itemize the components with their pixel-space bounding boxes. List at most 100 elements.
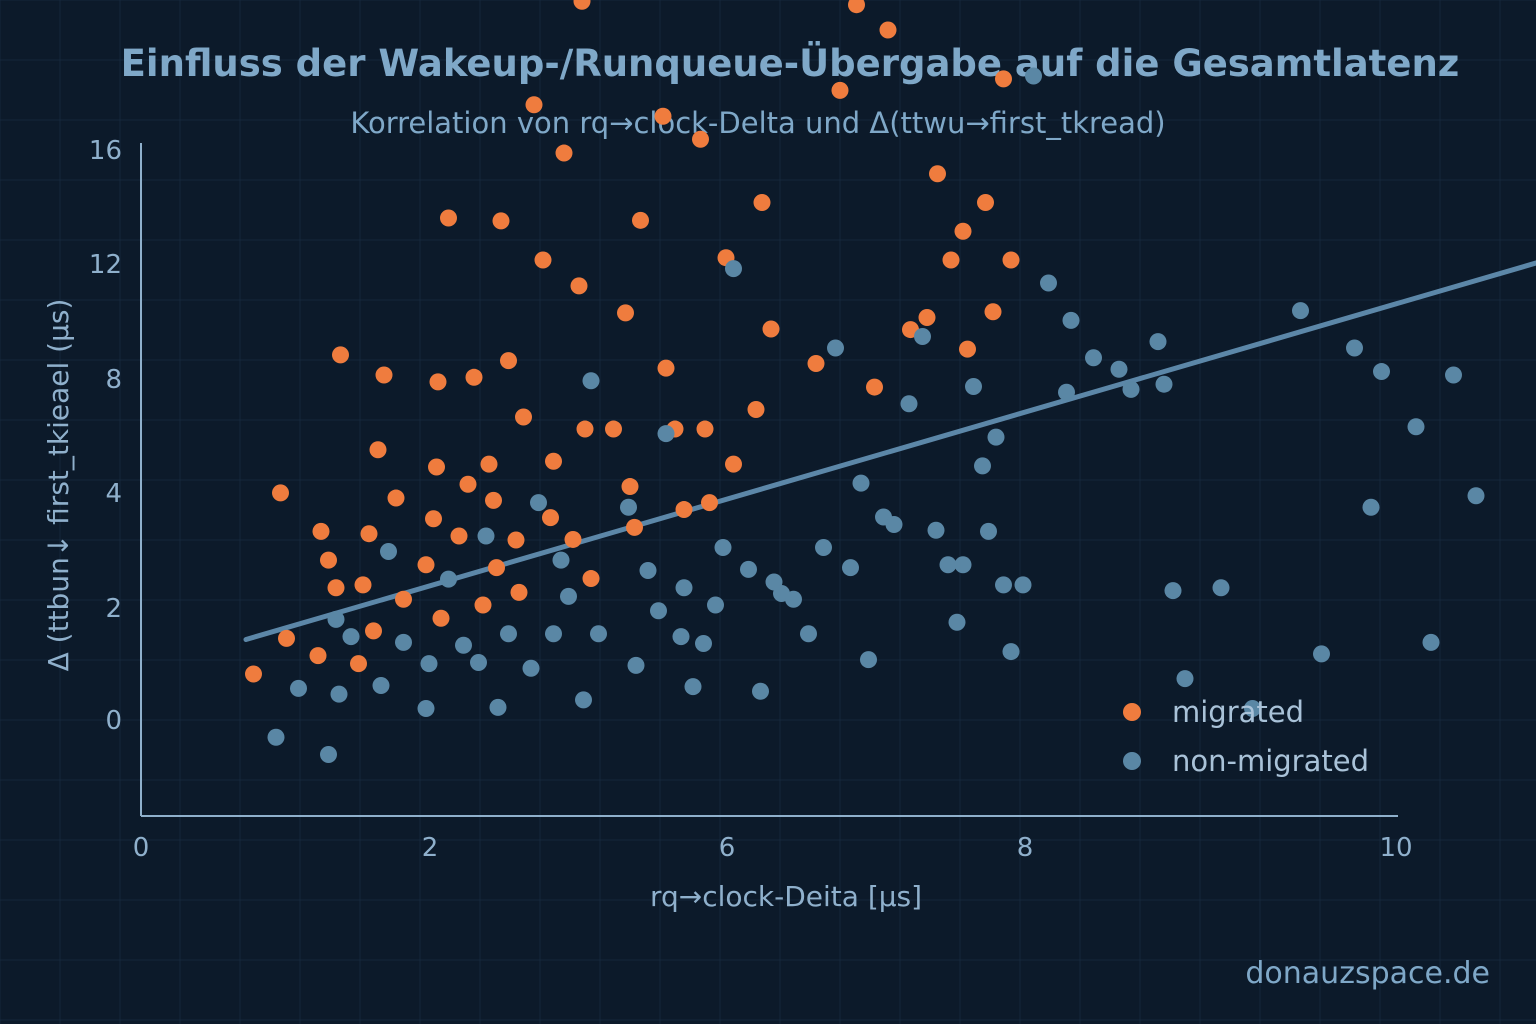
y-axis-label: Δ (ttbun↓ first_tkieael (μs) [42,299,75,672]
data-point-migrated [545,452,562,470]
data-point-non-migrated [1422,633,1440,651]
data-point-migrated [450,527,468,545]
data-point-non-migrated [1155,375,1173,393]
data-point-non-migrated [650,602,667,620]
data-point-migrated [954,222,972,240]
legend: migrated non-migrated [1123,695,1369,778]
data-point-non-migrated [1373,363,1390,381]
x-tick-label: 8 [1017,833,1034,863]
data-point-migrated [428,458,445,476]
data-point-non-migrated [1407,418,1425,436]
data-point-non-migrated [530,494,547,512]
data-point-non-migrated [1445,366,1462,384]
data-point-migrated [327,579,345,597]
data-point-non-migrated [965,378,982,395]
data-point-migrated [485,491,502,509]
data-point-non-migrated [380,543,397,561]
data-point-non-migrated [327,610,345,628]
data-point-migrated [272,484,289,502]
data-point-non-migrated [1149,333,1167,351]
data-point-migrated [831,81,849,99]
data-point-non-migrated [470,654,487,671]
data-point-non-migrated [420,655,438,673]
data-point-non-migrated [575,691,592,709]
data-point-migrated [387,489,405,507]
data-point-migrated [440,209,457,227]
data-point-migrated [365,622,382,640]
x-tick-label: 6 [719,833,736,863]
data-point-migrated [977,194,994,211]
data-point-non-migrated [1467,487,1485,505]
data-point-non-migrated [800,625,817,643]
data-point-non-migrated [672,628,690,646]
data-point-migrated [492,212,510,230]
data-point-migrated [582,570,600,588]
x-tick-label: 2 [422,833,439,863]
data-point-non-migrated [995,576,1012,594]
watermark: donauzspace.de [1245,956,1490,991]
data-points [245,0,1485,763]
data-point-migrated [525,96,543,114]
data-point-non-migrated [1110,360,1128,378]
data-point-non-migrated [560,587,577,605]
data-point-non-migrated [590,625,607,643]
data-point-non-migrated [885,516,903,533]
data-point-migrated [500,352,517,370]
data-point-migrated [354,576,372,594]
data-point-non-migrated [714,539,732,556]
data-point-non-migrated [707,596,724,614]
y-tick-label: 4 [105,479,122,509]
data-point-non-migrated [545,625,562,643]
data-point-non-migrated [827,339,844,357]
y-tick-label: 0 [105,706,122,736]
legend-label-non-migrated: non-migrated [1172,744,1369,778]
data-point-migrated [984,303,1002,321]
data-point-migrated [807,355,825,372]
data-point-non-migrated [330,685,348,703]
legend-marker-migrated [1123,703,1141,721]
data-point-non-migrated [1014,576,1032,594]
data-point-migrated [701,494,718,512]
x-axis-label: rq→clock-Deita [μs] [650,880,922,913]
data-point-migrated [570,277,588,295]
data-point-non-migrated [948,613,966,631]
data-point-non-migrated [1346,339,1363,357]
y-tick-label: 16 [89,136,122,166]
data-point-migrated [459,475,477,493]
data-point-migrated [474,596,492,614]
data-point-non-migrated [657,425,675,443]
data-point-migrated [959,340,976,358]
data-point-migrated [395,590,412,608]
data-point-migrated [747,401,765,418]
data-point-migrated [465,368,483,386]
data-point-migrated [309,647,327,665]
data-point-migrated [879,21,897,39]
data-point-non-migrated [417,700,435,717]
data-point-migrated [555,144,573,162]
data-point-non-migrated [639,562,657,579]
data-point-migrated [995,70,1012,88]
data-point-non-migrated [1085,349,1102,367]
data-point-migrated [360,525,378,543]
data-point-non-migrated [1362,498,1380,516]
data-point-non-migrated [842,559,859,577]
x-tick-label: 0 [133,833,150,863]
data-point-non-migrated [267,728,285,746]
data-point-non-migrated [752,682,769,700]
data-point-non-migrated [954,556,972,574]
data-point-non-migrated [477,527,495,545]
data-point-migrated [605,420,622,438]
data-point-non-migrated [395,633,412,651]
data-point-migrated [632,211,649,229]
data-point-non-migrated [914,327,931,345]
data-point-non-migrated [1313,645,1330,663]
data-point-migrated [626,518,643,536]
data-point-migrated [429,373,447,391]
data-point-non-migrated [1176,670,1194,688]
data-point-migrated [1002,251,1020,269]
data-point-migrated [480,455,498,473]
y-tick-label: 8 [105,365,122,395]
data-point-migrated [369,441,387,459]
